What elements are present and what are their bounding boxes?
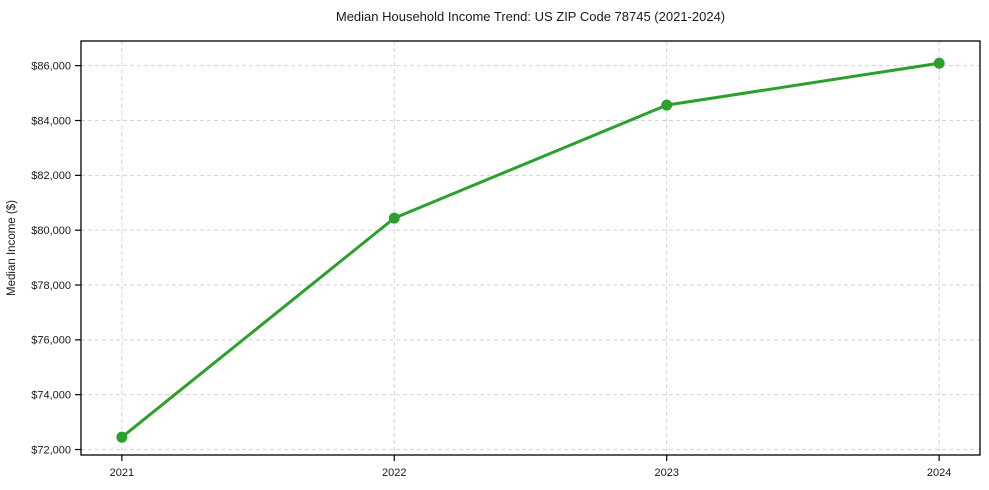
- data-point-2024: [933, 57, 945, 69]
- data-point-2021: [116, 431, 128, 443]
- y-axis-label: Median Income ($): [6, 200, 18, 296]
- x-tick-label: 2022: [382, 467, 406, 479]
- y-tick-label: $76,000: [31, 335, 71, 347]
- y-tick-label: $84,000: [31, 115, 71, 127]
- y-tick-label: $74,000: [31, 390, 71, 402]
- chart-title: Median Household Income Trend: US ZIP Co…: [335, 9, 726, 24]
- x-tick-label: 2021: [110, 467, 134, 479]
- y-tick-label: $82,000: [31, 170, 71, 182]
- y-tick-label: $86,000: [31, 61, 71, 73]
- x-tick-label: 2023: [654, 467, 678, 479]
- y-tick-label: $78,000: [31, 280, 71, 292]
- y-tick-label: $80,000: [31, 225, 71, 237]
- plot-border: [80, 40, 981, 456]
- data-point-2023: [661, 99, 673, 111]
- data-point-2022: [388, 212, 400, 224]
- trend-line: [120, 61, 941, 439]
- y-tick-label: $72,000: [31, 444, 71, 456]
- x-tick-label: 2024: [927, 467, 951, 479]
